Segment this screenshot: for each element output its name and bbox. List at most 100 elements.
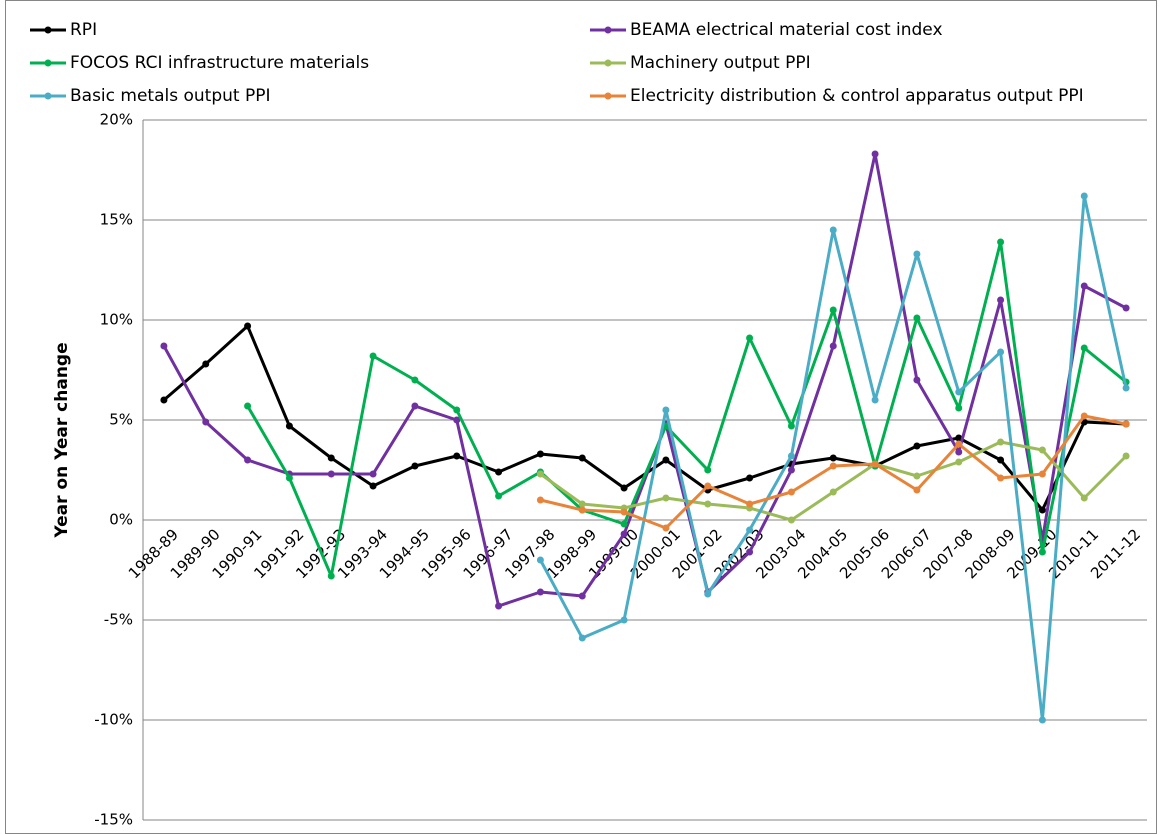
legend-marker bbox=[44, 92, 52, 100]
data-point bbox=[285, 474, 293, 482]
legend-marker bbox=[604, 92, 612, 100]
data-point bbox=[1038, 716, 1046, 724]
data-point bbox=[1038, 446, 1046, 454]
y-tick-label: 15% bbox=[100, 211, 133, 229]
data-point bbox=[662, 524, 670, 532]
data-point bbox=[829, 342, 837, 350]
data-point bbox=[871, 460, 879, 468]
data-point bbox=[829, 226, 837, 234]
data-point bbox=[411, 402, 419, 410]
data-point bbox=[997, 296, 1005, 304]
y-tick-label: -5% bbox=[104, 611, 133, 629]
data-point bbox=[369, 352, 377, 360]
data-point bbox=[578, 592, 586, 600]
data-point bbox=[327, 572, 335, 580]
data-point bbox=[202, 360, 210, 368]
data-point bbox=[202, 418, 210, 426]
data-point bbox=[787, 466, 795, 474]
data-point bbox=[1080, 494, 1088, 502]
y-tick-label: -15% bbox=[94, 811, 133, 829]
data-point bbox=[704, 482, 712, 490]
data-point bbox=[746, 474, 754, 482]
data-point bbox=[578, 500, 586, 508]
data-point bbox=[913, 486, 921, 494]
data-point bbox=[160, 342, 168, 350]
data-point bbox=[495, 492, 503, 500]
data-point bbox=[704, 500, 712, 508]
data-point bbox=[913, 442, 921, 450]
data-point bbox=[746, 500, 754, 508]
data-point bbox=[662, 456, 670, 464]
data-point bbox=[829, 306, 837, 314]
data-point bbox=[746, 526, 754, 534]
legend-label: Basic metals output PPI bbox=[70, 86, 271, 106]
data-point bbox=[997, 238, 1005, 246]
y-axis-label: Year on Year change bbox=[52, 342, 72, 538]
series-line bbox=[162, 152, 1127, 608]
data-point bbox=[453, 416, 461, 424]
data-point bbox=[160, 396, 168, 404]
data-point bbox=[327, 470, 335, 478]
data-point bbox=[536, 588, 544, 596]
data-point bbox=[1038, 470, 1046, 478]
data-point bbox=[871, 396, 879, 404]
y-tick-label: 0% bbox=[109, 511, 133, 529]
data-point bbox=[1122, 304, 1130, 312]
data-point bbox=[536, 470, 544, 478]
data-point bbox=[244, 322, 252, 330]
legend-marker bbox=[44, 26, 52, 34]
data-point bbox=[997, 348, 1005, 356]
data-point bbox=[997, 456, 1005, 464]
data-point bbox=[955, 458, 963, 466]
data-point bbox=[829, 454, 837, 462]
data-point bbox=[1080, 282, 1088, 290]
data-point bbox=[620, 530, 628, 538]
data-point bbox=[955, 388, 963, 396]
data-point bbox=[955, 440, 963, 448]
data-point bbox=[495, 602, 503, 610]
chart-frame bbox=[5, 0, 1157, 834]
legend-label: FOCOS RCI infrastructure materials bbox=[70, 53, 369, 73]
legend-label: Machinery output PPI bbox=[630, 53, 811, 73]
data-point bbox=[620, 484, 628, 492]
data-point bbox=[913, 376, 921, 384]
data-point bbox=[369, 482, 377, 490]
data-point bbox=[453, 406, 461, 414]
legend-marker bbox=[604, 59, 612, 67]
data-point bbox=[997, 474, 1005, 482]
data-point bbox=[536, 496, 544, 504]
data-point bbox=[662, 494, 670, 502]
data-point bbox=[578, 454, 586, 462]
data-point bbox=[787, 516, 795, 524]
legend-label: BEAMA electrical material cost index bbox=[630, 20, 943, 40]
data-point bbox=[704, 466, 712, 474]
legend-marker bbox=[44, 59, 52, 67]
data-point bbox=[955, 448, 963, 456]
data-point bbox=[913, 314, 921, 322]
y-tick-label: 20% bbox=[100, 111, 133, 129]
y-tick-label: 5% bbox=[109, 411, 133, 429]
data-point bbox=[1122, 420, 1130, 428]
data-point bbox=[1122, 384, 1130, 392]
data-point bbox=[955, 434, 963, 442]
data-point bbox=[411, 462, 419, 470]
data-point bbox=[536, 556, 544, 564]
data-point bbox=[411, 376, 419, 384]
data-point bbox=[997, 438, 1005, 446]
data-point bbox=[495, 468, 503, 476]
legend-label: RPI bbox=[70, 20, 97, 40]
data-point bbox=[829, 462, 837, 470]
data-point bbox=[787, 452, 795, 460]
y-tick-label: 10% bbox=[100, 311, 133, 329]
data-point bbox=[662, 406, 670, 414]
data-point bbox=[244, 402, 252, 410]
data-point bbox=[829, 488, 837, 496]
data-point bbox=[1080, 412, 1088, 420]
data-point bbox=[1038, 506, 1046, 514]
data-point bbox=[746, 548, 754, 556]
data-point bbox=[746, 334, 754, 342]
data-point bbox=[1080, 344, 1088, 352]
data-point bbox=[787, 422, 795, 430]
data-point bbox=[913, 250, 921, 258]
